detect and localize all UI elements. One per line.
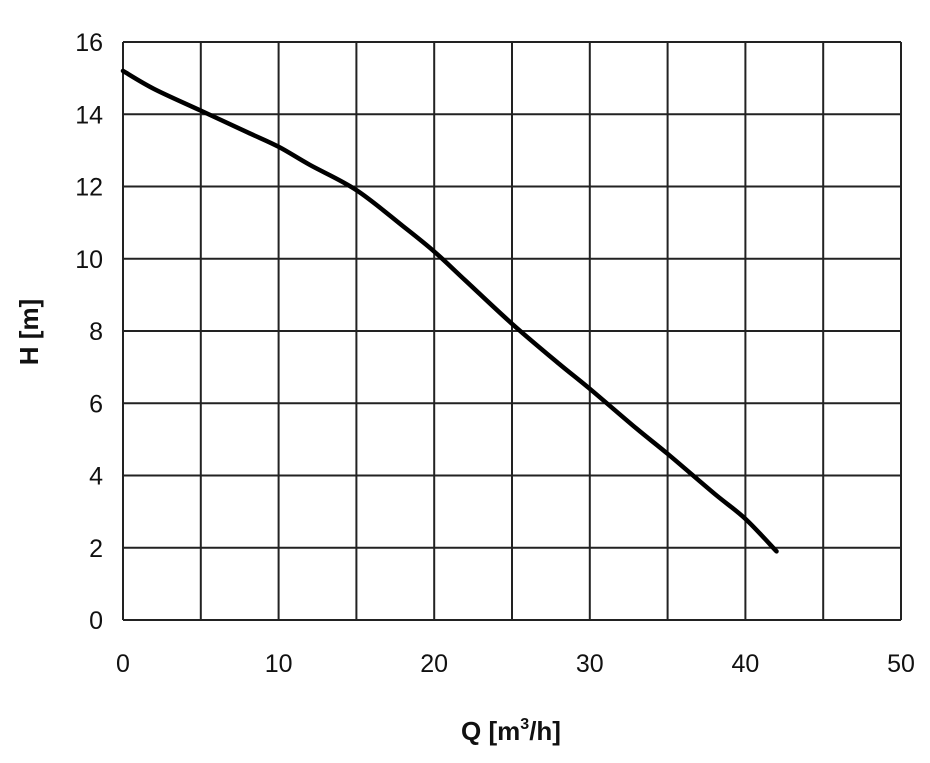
x-tick-label: 0	[116, 650, 130, 678]
x-tick-label: 20	[420, 650, 448, 678]
x-axis-title: Q [m3/h]	[461, 716, 561, 746]
pump-curve-line	[120, 68, 779, 554]
x-axis-title-suffix: /h]	[529, 716, 561, 746]
x-axis-title-main: Q [m	[461, 716, 520, 746]
y-tick-label: 16	[75, 29, 103, 57]
y-tick-label: 4	[89, 463, 103, 491]
y-tick-label: 12	[75, 174, 103, 202]
y-tick-label: 6	[89, 390, 103, 418]
y-axis-tick-labels: 0 2 4 6 8 10 12 14 16	[75, 29, 103, 635]
x-tick-label: 10	[265, 650, 293, 678]
x-axis-tick-labels: 0 10 20 30 40 50	[116, 650, 915, 678]
series-layer	[120, 68, 779, 554]
y-tick-label: 10	[75, 246, 103, 274]
y-tick-label: 2	[89, 535, 103, 563]
x-tick-label: 50	[887, 650, 915, 678]
x-axis-title-superscript: 3	[520, 716, 529, 733]
y-tick-label: 0	[89, 607, 103, 635]
x-tick-label: 40	[731, 650, 759, 678]
y-tick-label: 14	[75, 101, 103, 129]
y-tick-label: 8	[89, 318, 103, 346]
y-axis-title: H [m]	[14, 299, 44, 365]
x-tick-label: 30	[576, 650, 604, 678]
